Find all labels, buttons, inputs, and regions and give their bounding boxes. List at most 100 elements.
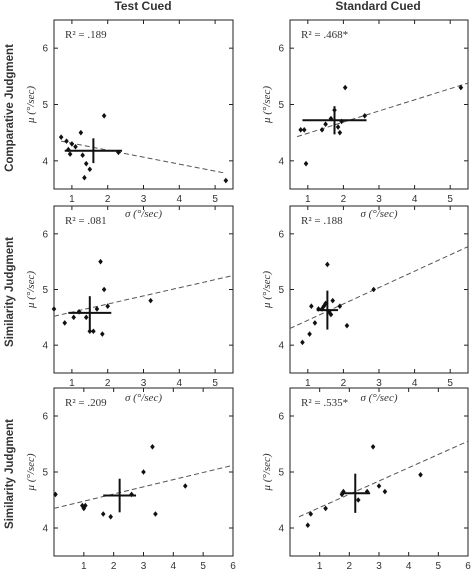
data-point [325,261,330,268]
data-point [182,483,188,489]
data-point [153,511,158,517]
data-point [58,134,64,140]
y-tick-label: 4 [278,524,284,535]
y-tick-label: 6 [42,229,48,240]
data-point [458,84,464,91]
row-title-comparative-judgment: Comparative Judgment [4,44,16,172]
column-title-test-cued: Test Cued [114,0,171,13]
data-point [94,306,100,312]
row-title-similarity-judgment-1: Similarity Judgment [4,237,16,347]
x-tick-label: 2 [111,561,117,571]
x-tick-label: 2 [341,194,347,205]
x-tick-label: 1 [69,194,75,205]
data-point [321,303,327,309]
data-point [101,112,107,119]
r-squared-annotation: R² = .209 [65,397,107,409]
data-point [100,331,105,337]
panel-4: 4 5 6 1 2 3 4 5 σ (°/sec) μ (°/sec) R² = .188 [261,205,469,404]
x-tick-label: 4 [171,561,177,571]
data-point [73,143,78,150]
y-tick-label: 5 [42,285,48,296]
x-tick-label: 1 [317,561,323,571]
x-tick-label: 3 [141,194,147,205]
data-point [100,511,106,517]
y-tick-label: 4 [42,524,48,535]
x-tick-label: 4 [406,561,412,571]
data-point [64,138,69,144]
data-point [83,314,89,321]
y-tick-label: 4 [278,341,284,352]
x-tick-label: 5 [200,561,206,571]
data-point [355,497,361,503]
data-point [330,297,336,304]
data-point [62,320,68,326]
x-tick-label: 5 [447,378,453,389]
data-point [344,322,350,329]
data-point [98,258,103,265]
y-tick-label: 6 [278,44,284,55]
data-point [323,121,328,128]
data-point [53,491,58,498]
data-point [376,483,382,489]
data-point [309,303,314,309]
panel-1: 4 5 6 1 2 3 4 5 σ (°/sec) μ (°/sec) R² = .189 [25,19,234,220]
data-point [67,151,73,157]
x-tick-label: 2 [341,378,347,389]
regression-line [61,140,226,174]
data-point [337,303,343,309]
data-point [150,444,155,450]
data-point [148,297,153,304]
x-tick-label: 1 [81,561,87,571]
data-point [87,328,93,335]
panel-2: 4 5 6 1 2 3 4 5 σ (°/sec) μ (°/sec) R² = .468* [261,19,469,220]
x-tick-label: 2 [105,378,111,389]
data-point [303,160,309,167]
y-tick-label: 5 [42,100,48,111]
y-tick-label: 6 [42,412,48,423]
data-point [105,303,110,309]
panel-6: 456123456aμ (°/sec)R² = .535* [261,387,471,571]
x-tick-label: 3 [141,561,147,571]
data-point [83,160,89,167]
x-axis-label: σ (°/sec) [360,208,397,220]
y-tick-label: 6 [278,412,284,423]
data-point [323,505,328,512]
plot-frame [289,205,469,374]
data-point [307,331,312,337]
r-squared-annotation: R² = .468* [301,29,348,41]
x-tick-label: 6 [230,561,236,571]
x-tick-label: 5 [436,561,442,571]
r-squared-annotation: R² = .081 [65,215,107,227]
x-tick-label: 1 [305,194,311,205]
plot-frame [289,387,469,557]
data-point [342,84,348,91]
data-point [83,502,88,509]
x-axis-label: σ (°/sec) [360,392,397,404]
data-point [101,286,107,293]
data-point [319,127,325,133]
data-point [78,129,84,136]
data-point [223,177,229,184]
x-tick-label: 5 [212,194,218,205]
data-point [337,129,343,136]
data-point [362,112,368,119]
panels: 4 5 6 1 2 3 4 5 σ (°/sec) μ (°/sec) R² = .189 4 5 6 1 2… [25,19,471,571]
y-tick-label: 5 [278,100,284,111]
r-squared-annotation: R² = .188 [301,215,343,227]
data-point [308,511,314,517]
column-title-standard-cued: Standard Cued [335,0,420,13]
data-point [301,127,307,133]
data-point [91,328,96,335]
x-tick-label: 1 [69,378,75,389]
y-tick-label: 5 [278,285,284,296]
data-point [382,488,388,495]
y-tick-label: 6 [42,44,48,55]
data-point [76,308,82,315]
y-tick-label: 4 [42,156,48,167]
regression-line [298,440,469,518]
y-tick-label: 5 [278,468,284,479]
x-tick-label: 2 [347,561,353,571]
x-axis-label: σ (°/sec) [125,208,162,220]
panel-5: 456123456aμ (°/sec)R² = .209 [25,387,236,571]
x-tick-label: 2 [105,194,111,205]
